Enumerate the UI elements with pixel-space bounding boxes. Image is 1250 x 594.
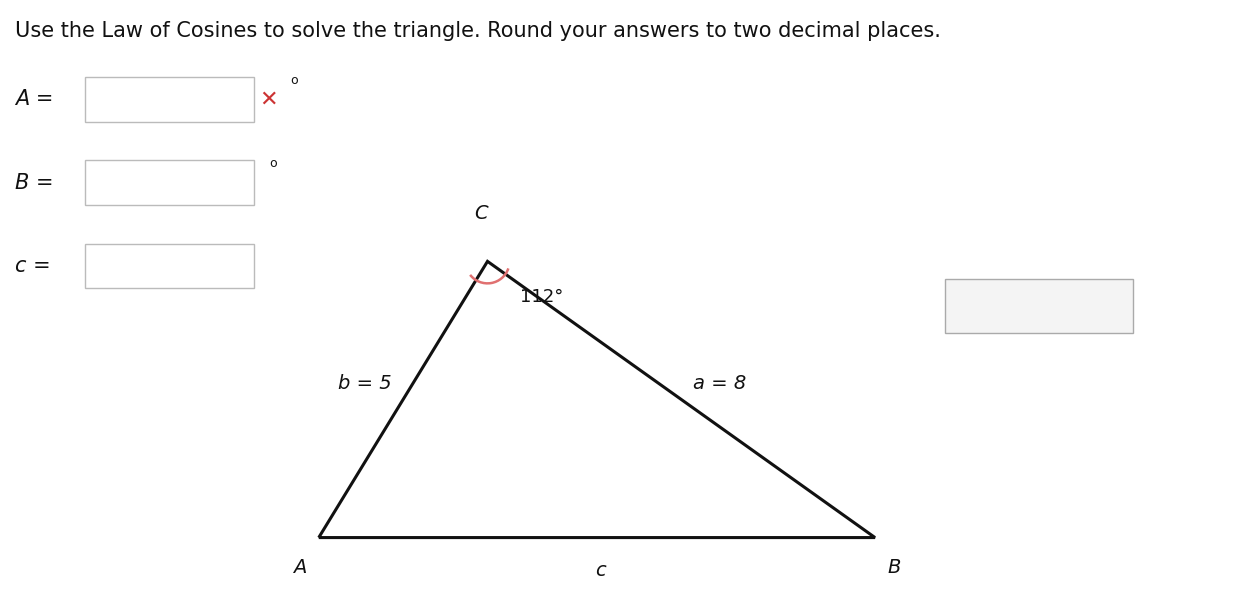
Text: A =: A = <box>15 90 54 109</box>
Text: 112°: 112° <box>520 288 564 306</box>
Text: o: o <box>269 157 276 170</box>
Text: A: A <box>294 558 306 577</box>
Text: Use the Law of Cosines to solve the triangle. Round your answers to two decimal : Use the Law of Cosines to solve the tria… <box>15 21 941 41</box>
Text: o: o <box>290 74 298 87</box>
Text: C: C <box>475 204 488 223</box>
Text: c: c <box>595 561 605 580</box>
FancyBboxPatch shape <box>85 244 254 288</box>
FancyBboxPatch shape <box>85 77 254 122</box>
FancyBboxPatch shape <box>85 160 254 205</box>
Text: c =: c = <box>15 256 50 276</box>
Text: b = 5: b = 5 <box>339 374 391 393</box>
Text: B =: B = <box>15 173 54 192</box>
Text: ✕: ✕ <box>260 90 278 109</box>
FancyBboxPatch shape <box>945 279 1132 333</box>
Text: a = 8: a = 8 <box>694 374 746 393</box>
Text: B: B <box>888 558 900 577</box>
Text: WebAssign Plot: WebAssign Plot <box>980 298 1098 314</box>
